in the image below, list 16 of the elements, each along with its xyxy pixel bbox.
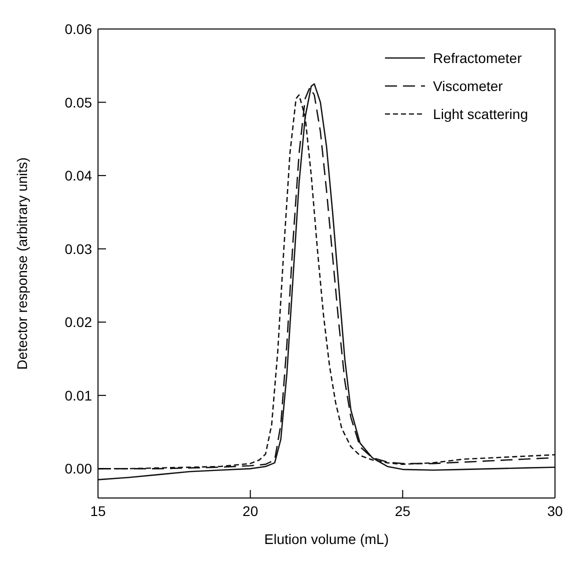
x-axis-title: Elution volume (mL) [264,531,389,547]
x-tick-label: 30 [547,502,563,519]
legend-label: Viscometer [433,78,503,94]
y-tick-label: 0.00 [64,460,92,477]
x-tick-label: 25 [394,502,411,519]
y-tick-label: 0.03 [64,240,92,257]
y-tick-label: 0.04 [64,168,92,184]
y-tick-label: 0.02 [64,314,92,330]
y-tick-label: 0.06 [64,20,92,37]
legend-label: Light scattering [433,106,528,122]
x-tick-label: 15 [90,502,106,519]
y-tick-label: 0.01 [64,387,92,404]
y-axis-title: Detector response (arbitrary units) [14,157,30,370]
y-tick-label: 0.05 [64,94,92,110]
x-tick-label: 20 [242,502,258,519]
legend-label: Refractometer [433,50,522,66]
